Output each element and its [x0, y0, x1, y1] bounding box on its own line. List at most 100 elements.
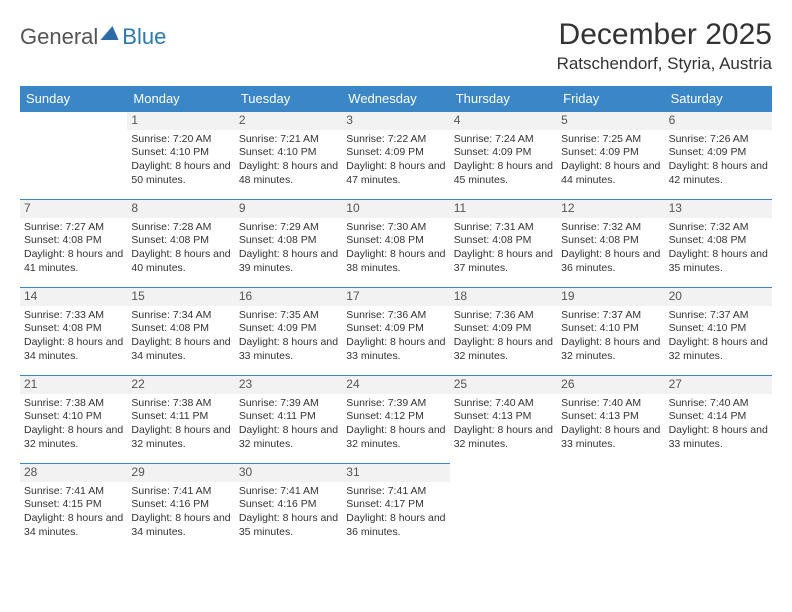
calendar-cell: 16Sunrise: 7:35 AMSunset: 4:09 PMDayligh… — [235, 287, 342, 375]
daylight-line: Daylight: 8 hours and 33 minutes. — [239, 336, 338, 363]
sunrise-line: Sunrise: 7:39 AM — [239, 397, 338, 411]
calendar-cell: 8Sunrise: 7:28 AMSunset: 4:08 PMDaylight… — [127, 199, 234, 287]
sunset-line: Sunset: 4:16 PM — [239, 498, 338, 512]
sunset-line: Sunset: 4:10 PM — [24, 410, 123, 424]
daylight-line: Daylight: 8 hours and 42 minutes. — [669, 160, 768, 187]
daylight-line: Daylight: 8 hours and 39 minutes. — [239, 248, 338, 275]
day-number: 15 — [127, 288, 234, 306]
sunrise-line: Sunrise: 7:41 AM — [239, 485, 338, 499]
calendar-cell: 4Sunrise: 7:24 AMSunset: 4:09 PMDaylight… — [450, 111, 557, 199]
daylight-line: Daylight: 8 hours and 34 minutes. — [131, 512, 230, 539]
sunrise-line: Sunrise: 7:31 AM — [454, 221, 553, 235]
sunset-line: Sunset: 4:09 PM — [346, 146, 445, 160]
day-number: 30 — [235, 464, 342, 482]
day-number: 27 — [665, 376, 772, 394]
daylight-line: Daylight: 8 hours and 41 minutes. — [24, 248, 123, 275]
logo-triangle-icon — [101, 26, 122, 40]
sunset-line: Sunset: 4:09 PM — [669, 146, 768, 160]
calendar-cell: 21Sunrise: 7:38 AMSunset: 4:10 PMDayligh… — [20, 375, 127, 463]
calendar-cell: 22Sunrise: 7:38 AMSunset: 4:11 PMDayligh… — [127, 375, 234, 463]
sunset-line: Sunset: 4:08 PM — [239, 234, 338, 248]
day-number: 26 — [557, 376, 664, 394]
day-number: 2 — [235, 112, 342, 130]
weekday-header: Saturday — [665, 86, 772, 111]
day-number: 4 — [450, 112, 557, 130]
calendar-cell: 30Sunrise: 7:41 AMSunset: 4:16 PMDayligh… — [235, 463, 342, 551]
sunrise-line: Sunrise: 7:37 AM — [561, 309, 660, 323]
sunset-line: Sunset: 4:11 PM — [239, 410, 338, 424]
day-number: 5 — [557, 112, 664, 130]
calendar-cell: 19Sunrise: 7:37 AMSunset: 4:10 PMDayligh… — [557, 287, 664, 375]
sunset-line: Sunset: 4:10 PM — [239, 146, 338, 160]
sunset-line: Sunset: 4:09 PM — [346, 322, 445, 336]
day-number: 13 — [665, 200, 772, 218]
sunset-line: Sunset: 4:08 PM — [669, 234, 768, 248]
daylight-line: Daylight: 8 hours and 33 minutes. — [561, 424, 660, 451]
day-number: 19 — [557, 288, 664, 306]
sunrise-line: Sunrise: 7:38 AM — [131, 397, 230, 411]
daylight-line: Daylight: 8 hours and 33 minutes. — [346, 336, 445, 363]
weekday-header: Friday — [557, 86, 664, 111]
day-number: 20 — [665, 288, 772, 306]
daylight-line: Daylight: 8 hours and 32 minutes. — [239, 424, 338, 451]
daylight-line: Daylight: 8 hours and 32 minutes. — [669, 336, 768, 363]
sunrise-line: Sunrise: 7:32 AM — [561, 221, 660, 235]
daylight-line: Daylight: 8 hours and 40 minutes. — [131, 248, 230, 275]
calendar-cell: 23Sunrise: 7:39 AMSunset: 4:11 PMDayligh… — [235, 375, 342, 463]
sunset-line: Sunset: 4:10 PM — [131, 146, 230, 160]
daylight-line: Daylight: 8 hours and 47 minutes. — [346, 160, 445, 187]
sunset-line: Sunset: 4:08 PM — [561, 234, 660, 248]
daylight-line: Daylight: 8 hours and 44 minutes. — [561, 160, 660, 187]
weekday-header: Monday — [127, 86, 234, 111]
daylight-line: Daylight: 8 hours and 32 minutes. — [24, 424, 123, 451]
day-number: 1 — [127, 112, 234, 130]
daylight-line: Daylight: 8 hours and 45 minutes. — [454, 160, 553, 187]
page-title: December 2025 — [557, 18, 772, 52]
daylight-line: Daylight: 8 hours and 34 minutes. — [131, 336, 230, 363]
sunrise-line: Sunrise: 7:41 AM — [131, 485, 230, 499]
daylight-line: Daylight: 8 hours and 33 minutes. — [669, 424, 768, 451]
calendar-cell-blank — [20, 111, 127, 199]
sunrise-line: Sunrise: 7:28 AM — [131, 221, 230, 235]
sunrise-line: Sunrise: 7:40 AM — [454, 397, 553, 411]
sunrise-line: Sunrise: 7:38 AM — [24, 397, 123, 411]
day-number: 6 — [665, 112, 772, 130]
day-number: 3 — [342, 112, 449, 130]
day-number: 9 — [235, 200, 342, 218]
weekday-header: Wednesday — [342, 86, 449, 111]
day-number: 18 — [450, 288, 557, 306]
weekday-header: Thursday — [450, 86, 557, 111]
daylight-line: Daylight: 8 hours and 34 minutes. — [24, 336, 123, 363]
sunrise-line: Sunrise: 7:40 AM — [561, 397, 660, 411]
daylight-line: Daylight: 8 hours and 36 minutes. — [561, 248, 660, 275]
sunset-line: Sunset: 4:15 PM — [24, 498, 123, 512]
sunrise-line: Sunrise: 7:40 AM — [669, 397, 768, 411]
calendar-cell: 3 Sunrise: 7:22 AMSunset: 4:09 PMDaylight… — [342, 111, 449, 199]
sunset-line: Sunset: 4:08 PM — [24, 234, 123, 248]
day-number: 16 — [235, 288, 342, 306]
day-number: 14 — [20, 288, 127, 306]
sunrise-line: Sunrise: 7:21 AM — [239, 133, 338, 147]
calendar-cell: 18Sunrise: 7:36 AMSunset: 4:09 PMDayligh… — [450, 287, 557, 375]
day-number: 7 — [20, 200, 127, 218]
day-number: 17 — [342, 288, 449, 306]
sunset-line: Sunset: 4:08 PM — [454, 234, 553, 248]
title-block: December 2025 Ratschendorf, Styria, Aust… — [557, 18, 772, 74]
location-text: Ratschendorf, Styria, Austria — [557, 54, 772, 74]
sunset-line: Sunset: 4:12 PM — [346, 410, 445, 424]
sunset-line: Sunset: 4:14 PM — [669, 410, 768, 424]
sunrise-line: Sunrise: 7:22 AM — [346, 133, 445, 147]
day-number: 12 — [557, 200, 664, 218]
daylight-line: Daylight: 8 hours and 48 minutes. — [239, 160, 338, 187]
sunrise-line: Sunrise: 7:39 AM — [346, 397, 445, 411]
day-number: 28 — [20, 464, 127, 482]
daylight-line: Daylight: 8 hours and 35 minutes. — [669, 248, 768, 275]
day-number: 31 — [342, 464, 449, 482]
calendar-cell: 20Sunrise: 7:37 AMSunset: 4:10 PMDayligh… — [665, 287, 772, 375]
sunset-line: Sunset: 4:09 PM — [561, 146, 660, 160]
calendar-cell: 7Sunrise: 7:27 AMSunset: 4:08 PMDaylight… — [20, 199, 127, 287]
sunset-line: Sunset: 4:13 PM — [561, 410, 660, 424]
calendar-cell: 11Sunrise: 7:31 AMSunset: 4:08 PMDayligh… — [450, 199, 557, 287]
sunrise-line: Sunrise: 7:41 AM — [24, 485, 123, 499]
calendar-cell: 6Sunrise: 7:26 AMSunset: 4:09 PMDaylight… — [665, 111, 772, 199]
